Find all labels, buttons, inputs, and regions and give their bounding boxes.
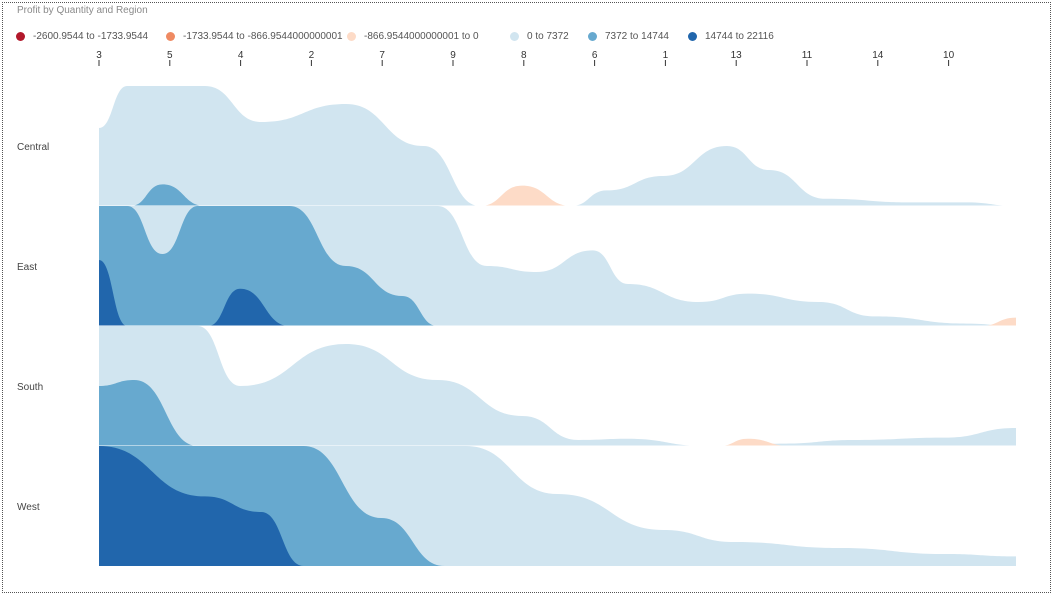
region-label: Central [17, 142, 49, 153]
area-band [130, 184, 205, 206]
x-tick-label: 4 [238, 50, 244, 61]
x-tick-label: 7 [379, 50, 385, 61]
area-band [208, 288, 290, 326]
x-tick-label: 2 [309, 50, 315, 61]
legend-item[interactable]: -2600.9544 to -1733.9544 [16, 29, 148, 43]
legend-item[interactable]: -866.9544000000001 to 0 [347, 29, 479, 43]
x-tick-label: 6 [592, 50, 598, 61]
legend-item[interactable]: -1733.9544 to -866.9544000000001 [166, 29, 343, 43]
area-band [99, 380, 198, 446]
area-band [719, 438, 791, 446]
x-tick-label: 1 [663, 50, 669, 61]
region-ridge [99, 86, 1016, 207]
region-ridge [99, 326, 1016, 447]
legend-swatch-icon [166, 31, 175, 41]
legend-swatch-icon [588, 31, 597, 41]
area-band [571, 146, 1016, 206]
x-tick-label: 10 [943, 50, 955, 61]
area-band [99, 446, 304, 566]
legend-item[interactable]: 0 to 7372 [510, 29, 569, 43]
x-tick-label: 9 [450, 50, 456, 61]
x-axis: 3 5 4 2 7 9 8 6 1 13 11 14 10 [96, 50, 955, 66]
region-ridge [99, 446, 1016, 566]
legend-label: -1733.9544 to -866.9544000000001 [183, 30, 343, 42]
chart-title: Profit by Quantity and Region [17, 5, 148, 16]
x-tick-label: 14 [872, 50, 884, 61]
area-band [980, 317, 1016, 326]
x-tick-label: 8 [521, 50, 527, 61]
area-band [99, 86, 480, 206]
x-tick-label: 5 [167, 50, 173, 61]
legend-label: 0 to 7372 [527, 30, 569, 42]
area-band [479, 185, 572, 206]
legend-swatch-icon [16, 31, 25, 41]
region-label: East [17, 262, 37, 273]
x-tick-label: 13 [731, 50, 743, 61]
legend-swatch-icon [347, 31, 356, 41]
legend-item[interactable]: 7372 to 14744 [588, 29, 669, 43]
legend-swatch-icon [688, 31, 697, 41]
legend-label: -2600.9544 to -1733.9544 [33, 30, 149, 42]
region-ridge [99, 206, 1016, 327]
area-band [99, 206, 438, 326]
legend-label: 7372 to 14744 [605, 30, 669, 42]
x-tick-label: 11 [802, 50, 813, 61]
region-label: South [17, 382, 43, 393]
x-tick-label: 3 [96, 50, 102, 61]
legend-swatch-icon [510, 31, 519, 41]
legend-label: 14744 to 22116 [705, 30, 774, 42]
legend: -2600.9544 to -1733.9544 -1733.9544 to -… [16, 29, 1016, 43]
region-label: West [17, 502, 40, 513]
legend-label: -866.9544000000001 to 0 [364, 30, 479, 42]
area-band [99, 260, 128, 326]
legend-item[interactable]: 14744 to 22116 [688, 29, 774, 43]
area-band [99, 326, 1016, 446]
